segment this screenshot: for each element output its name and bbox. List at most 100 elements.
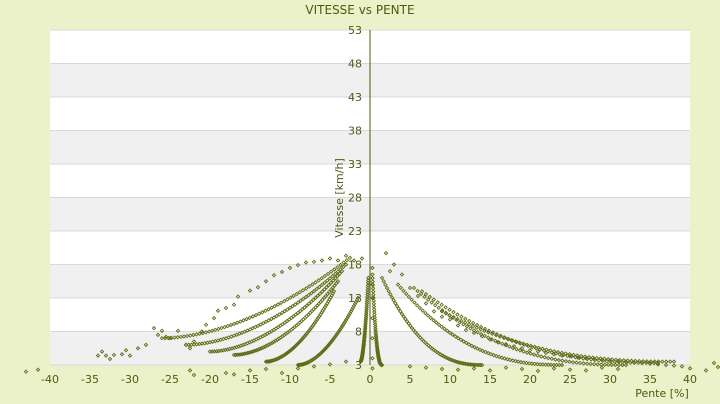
data-point [540, 362, 546, 367]
data-point [303, 294, 309, 300]
data-point [524, 360, 529, 366]
data-point [318, 350, 324, 356]
data-point [535, 349, 541, 354]
data-point [395, 282, 401, 287]
data-point [330, 285, 336, 290]
data-point [442, 326, 447, 332]
data-point [211, 315, 217, 321]
data-point [372, 317, 378, 322]
data-point [166, 335, 171, 341]
data-point [343, 262, 349, 267]
data-point [317, 284, 322, 290]
data-point [510, 338, 515, 343]
data-point [370, 265, 375, 271]
data-point [23, 369, 29, 374]
y-tick-label: 28 [348, 192, 362, 205]
data-point [578, 353, 584, 359]
data-point [370, 356, 375, 361]
data-point [330, 273, 335, 279]
data-point [394, 303, 400, 309]
data-point [575, 353, 580, 358]
data-point [591, 361, 597, 367]
data-point [623, 362, 629, 368]
data-point [546, 355, 551, 361]
data-point [613, 362, 618, 368]
data-point [391, 262, 397, 267]
data-point [652, 359, 657, 364]
data-point [599, 365, 605, 370]
data-point [496, 340, 502, 345]
data-point [423, 291, 429, 297]
data-point [496, 354, 502, 360]
data-point [532, 361, 537, 367]
data-point [588, 361, 593, 367]
data-point [290, 303, 295, 309]
data-point [407, 285, 413, 291]
data-point [175, 335, 180, 340]
data-point [172, 335, 177, 340]
data-point [272, 303, 278, 309]
y-tick-label: 48 [348, 58, 362, 71]
data-point [365, 283, 371, 288]
data-point [379, 275, 385, 281]
data-point [244, 316, 249, 322]
data-point [436, 322, 442, 327]
y-tick-label: 33 [348, 158, 362, 171]
data-point [111, 352, 117, 358]
data-point [423, 301, 429, 306]
data-point [503, 341, 509, 347]
data-point [439, 324, 444, 330]
y-tick-label: 43 [348, 91, 362, 104]
data-point [406, 321, 411, 326]
data-point [364, 303, 370, 308]
data-point [155, 332, 161, 338]
y-tick-label: 38 [348, 125, 362, 138]
data-point [499, 355, 505, 361]
data-point [500, 341, 505, 347]
data-point [324, 285, 329, 290]
x-tick-label: 20 [523, 373, 537, 386]
data-point [383, 282, 388, 287]
data-point [328, 269, 334, 274]
data-point [304, 303, 310, 308]
data-point [396, 306, 401, 312]
data-point [35, 367, 41, 372]
data-point [311, 364, 317, 369]
data-point [319, 349, 325, 355]
data-point [295, 262, 301, 268]
data-point [503, 343, 509, 348]
data-point [439, 314, 445, 319]
data-point [522, 342, 527, 347]
data-point [529, 361, 535, 366]
data-point [256, 347, 261, 352]
data-point [598, 356, 603, 361]
data-point [599, 362, 604, 367]
data-point [263, 308, 268, 314]
data-point [365, 287, 370, 293]
data-point [254, 348, 259, 353]
data-point [671, 363, 677, 368]
data-point [455, 316, 460, 322]
data-point [247, 350, 252, 355]
data-point [225, 323, 231, 329]
data-point [462, 320, 468, 325]
data-point [331, 289, 337, 294]
data-point [231, 321, 237, 327]
data-point [555, 349, 561, 355]
data-point [482, 326, 488, 332]
data-point [326, 282, 332, 288]
data-point [327, 276, 333, 281]
data-point [524, 350, 530, 355]
data-point [567, 352, 572, 357]
data-point [287, 348, 293, 354]
data-point [521, 349, 526, 354]
data-point [478, 331, 484, 337]
data-point [343, 253, 349, 259]
data-point [287, 305, 293, 311]
data-point [333, 271, 338, 277]
data-point [259, 345, 264, 351]
data-point [519, 366, 525, 372]
data-point [423, 365, 429, 370]
data-point [613, 357, 619, 363]
